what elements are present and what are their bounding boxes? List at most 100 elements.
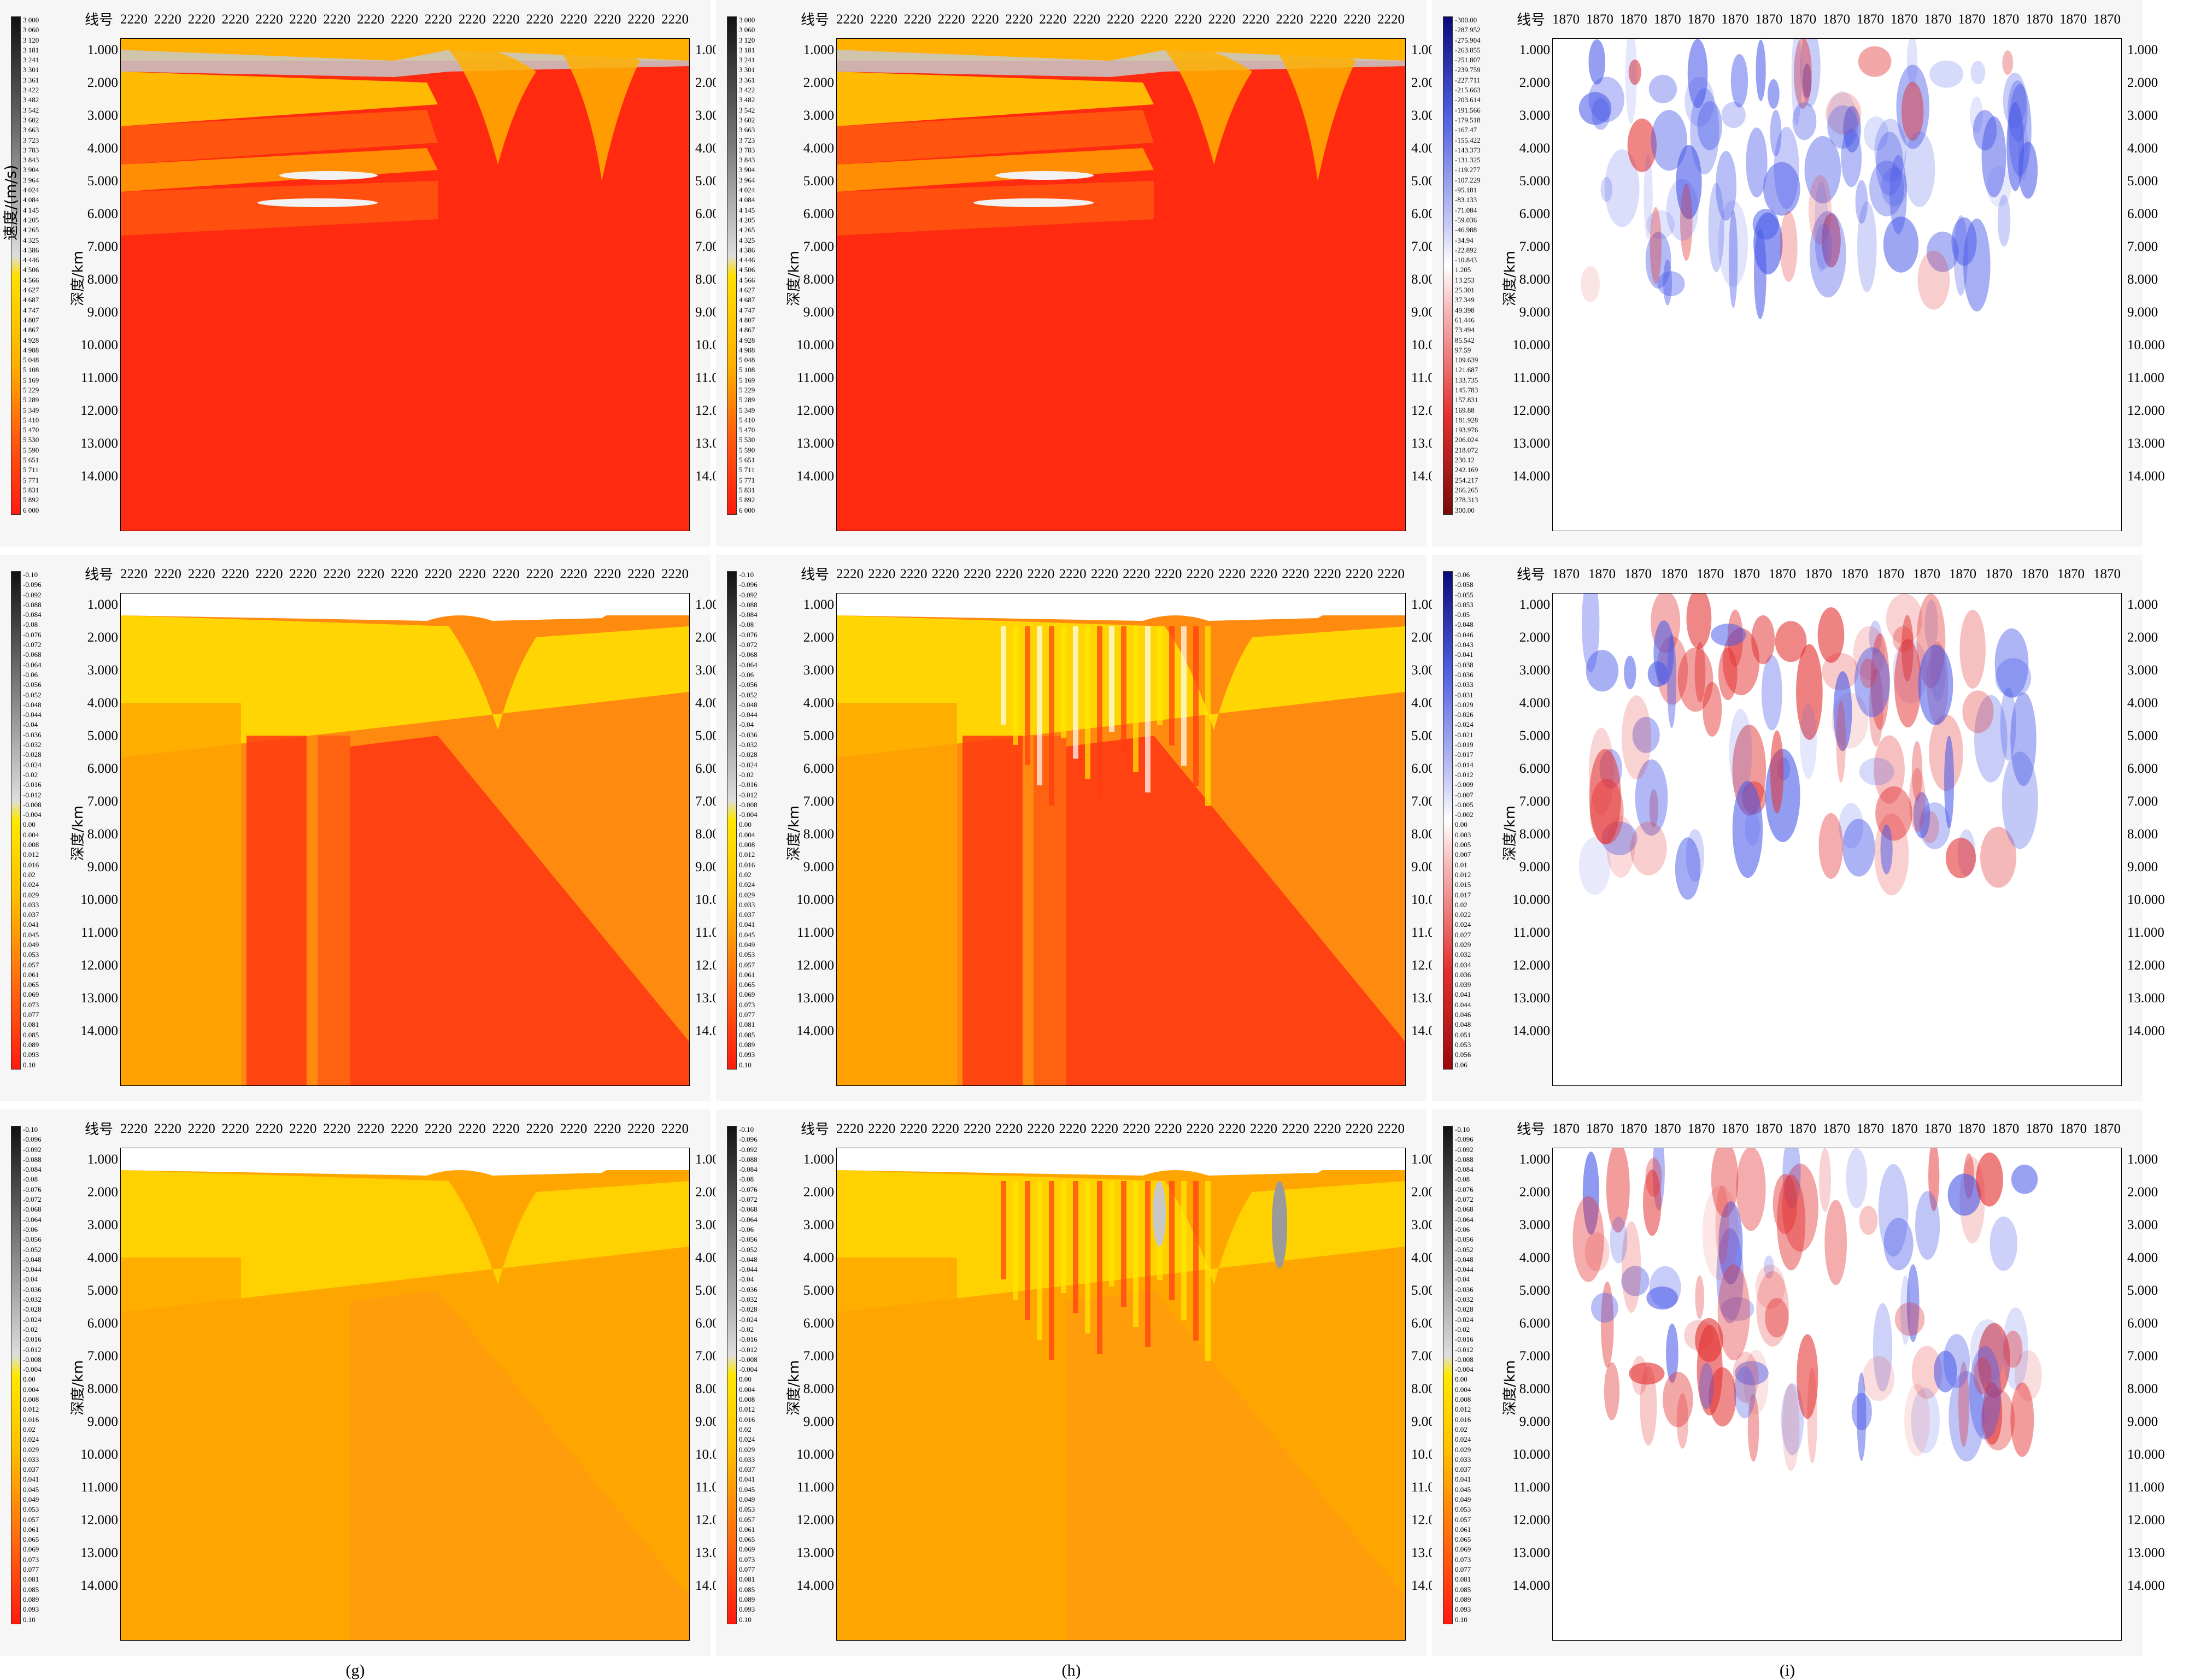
top-tick-label: 1870 (1755, 12, 1783, 27)
colorbar-tick-label: 3 000 (739, 16, 755, 24)
colorbar-tick-label: 0.041 (739, 1475, 755, 1484)
colorbar-tick-label: 3 904 (739, 166, 755, 174)
colorbar-tick-label: -0.043 (1455, 641, 1474, 649)
colorbar: 3 000 3 060 3 120 3 181 3 241 3 301 3 361 3 422… (11, 16, 44, 515)
yellow-layer-2 (837, 148, 1154, 192)
panel-f: -0.06 -0.058 -0.055 -0.053 -0.05 -0.048 -0.046… (1432, 555, 2165, 1125)
colorbar-tick-label: -119.277 (1455, 166, 1481, 174)
depth-tick-label: 4.000 (87, 696, 118, 710)
top-tick-label: 2220 (1218, 567, 1246, 581)
depth-tick-label: 12.000 (796, 1513, 834, 1528)
colorbar-tick-label: 0.024 (739, 880, 755, 889)
colorbar-tick-label: 0.004 (23, 1385, 39, 1394)
depth-tick-label: 9.000 (87, 305, 118, 320)
top-tick-label: 2220 (963, 567, 991, 581)
colorbar-tick-label: -0.056 (1455, 1235, 1474, 1244)
orange-layer-2 (121, 181, 438, 236)
line-number-label: 线号 (801, 1121, 830, 1138)
negative-anomaly (1906, 1264, 1920, 1342)
recon-streak (1073, 1181, 1078, 1313)
negative-anomaly (1827, 105, 1858, 149)
negative-anomaly (1578, 837, 1611, 895)
colorbar-tick-label: 25.301 (1455, 286, 1475, 295)
negative-anomaly (1687, 39, 1708, 108)
top-tick-label: 2220 (627, 567, 655, 581)
colorbar-tick-label: 3 422 (739, 86, 755, 95)
recon-streak (1145, 626, 1151, 792)
negative-anomaly (1586, 650, 1619, 692)
colorbar-tick-label: -0.016 (23, 1335, 42, 1344)
colorbar-tick-label: -0.084 (739, 610, 758, 619)
depth-tick-label: 14.000 (1512, 469, 1550, 484)
colorbar-tick-label: 0.008 (23, 1395, 39, 1404)
top-tick-label: 2220 (289, 12, 317, 27)
colorbar-tick-label: 0.00 (739, 1375, 752, 1384)
colorbar: -0.10 -0.096 -0.092 -0.088 -0.084 -0.08 -0.076… (11, 571, 44, 1070)
colorbar-tick-label: -0.04 (1455, 1275, 1470, 1284)
depth-tick-label: 6.000 (1519, 1316, 1550, 1331)
colorbar-tick-label: 5 048 (739, 356, 755, 365)
top-tick-label: 2220 (458, 1121, 486, 1136)
depth-tick-label: 6.000 (87, 1316, 118, 1331)
depth-tick-label: 11.000 (797, 1480, 834, 1495)
colorbar-tick-label: -0.05 (1455, 610, 1470, 619)
negative-anomaly (1791, 39, 1802, 126)
top-tick-label: 2220 (661, 12, 689, 27)
colorbar-tick-label: -0.046 (1455, 630, 1474, 639)
depth-tick-label: 11.000 (1513, 1480, 1550, 1495)
depth-tick-label: 8.000 (1519, 1382, 1550, 1396)
colorbar-tick-label: 0.003 (1455, 830, 1471, 839)
negative-anomaly (1974, 695, 2008, 783)
positive-anomaly (1680, 183, 1693, 261)
positive-anomaly (2002, 50, 2014, 75)
top-tick-label: 1870 (1992, 1121, 2020, 1136)
depth-tick-label: 9.000 (803, 305, 834, 320)
colorbar-tick-label: 0.029 (23, 1445, 39, 1454)
recon-streak (1037, 1181, 1042, 1340)
line-number-label: 线号 (801, 12, 830, 28)
top-tick-label: 2220 (458, 12, 486, 27)
colorbar-gradient (727, 16, 737, 515)
colorbar-tick-label: -0.072 (739, 1195, 758, 1204)
colorbar-tick-label: 4 867 (23, 326, 39, 334)
colorbar-tick-label: -0.096 (23, 580, 42, 589)
positive-anomaly (1917, 250, 1950, 310)
negative-anomaly (1878, 1164, 1909, 1257)
negative-anomaly (1591, 1293, 1618, 1323)
colorbar-tick-label: 0.048 (1455, 1020, 1471, 1029)
positive-anomaly (1853, 626, 1885, 680)
depth-tick-label: 1.000 (87, 1152, 118, 1167)
negative-anomaly (1646, 1287, 1678, 1310)
top-axis-ticks: 2220 2220 2220 2220 2220 2220 2220 2220 2220 2220… (120, 1121, 689, 1137)
top-tick-label: 2220 (1059, 1121, 1087, 1136)
colorbar-tick-label: -0.068 (23, 1205, 42, 1214)
positive-anomaly (1715, 1185, 1729, 1265)
depth-tick-label: 2.000 (803, 1185, 834, 1200)
colorbar-tick-label: 4 084 (23, 196, 39, 204)
negative-anomaly (1873, 1303, 1893, 1392)
colorbar-tick-label: 3 181 (739, 45, 755, 54)
colorbar-tick-label: -0.014 (1455, 760, 1474, 769)
top-tick-label: 2220 (661, 1121, 689, 1136)
colorbar-tick-label: -0.02 (23, 770, 38, 779)
colorbar-gradient (11, 571, 21, 1070)
top-tick-label: 1870 (1660, 567, 1688, 581)
colorbar-tick-label: 0.093 (23, 1605, 39, 1614)
section-plot (1552, 1148, 2122, 1641)
negative-anomaly (1718, 200, 1748, 287)
colorbar-tick-label: -0.088 (23, 600, 42, 609)
top-tick-label: 2220 (1186, 1121, 1214, 1136)
depth-tick-label: 3.000 (1519, 663, 1550, 678)
depth-tick-label: 4.000 (803, 141, 834, 156)
negative-anomaly (1815, 223, 1833, 269)
colorbar-tick-label: -0.08 (739, 1175, 754, 1184)
depth-tick-label: 14.000 (2127, 1578, 2165, 1593)
colorbar-tick-label: 5 229 (739, 385, 755, 394)
colorbar-tick-label: 3 783 (739, 145, 755, 154)
colorbar-tick-label: 278.313 (1455, 496, 1478, 504)
colorbar-tick-label: -191.566 (1455, 105, 1481, 114)
positive-anomaly (1770, 730, 1784, 814)
colorbar-tick-label: -0.032 (23, 741, 42, 749)
top-tick-label: 2220 (1250, 1121, 1278, 1136)
colorbar-tick-label: -251.807 (1455, 56, 1481, 64)
